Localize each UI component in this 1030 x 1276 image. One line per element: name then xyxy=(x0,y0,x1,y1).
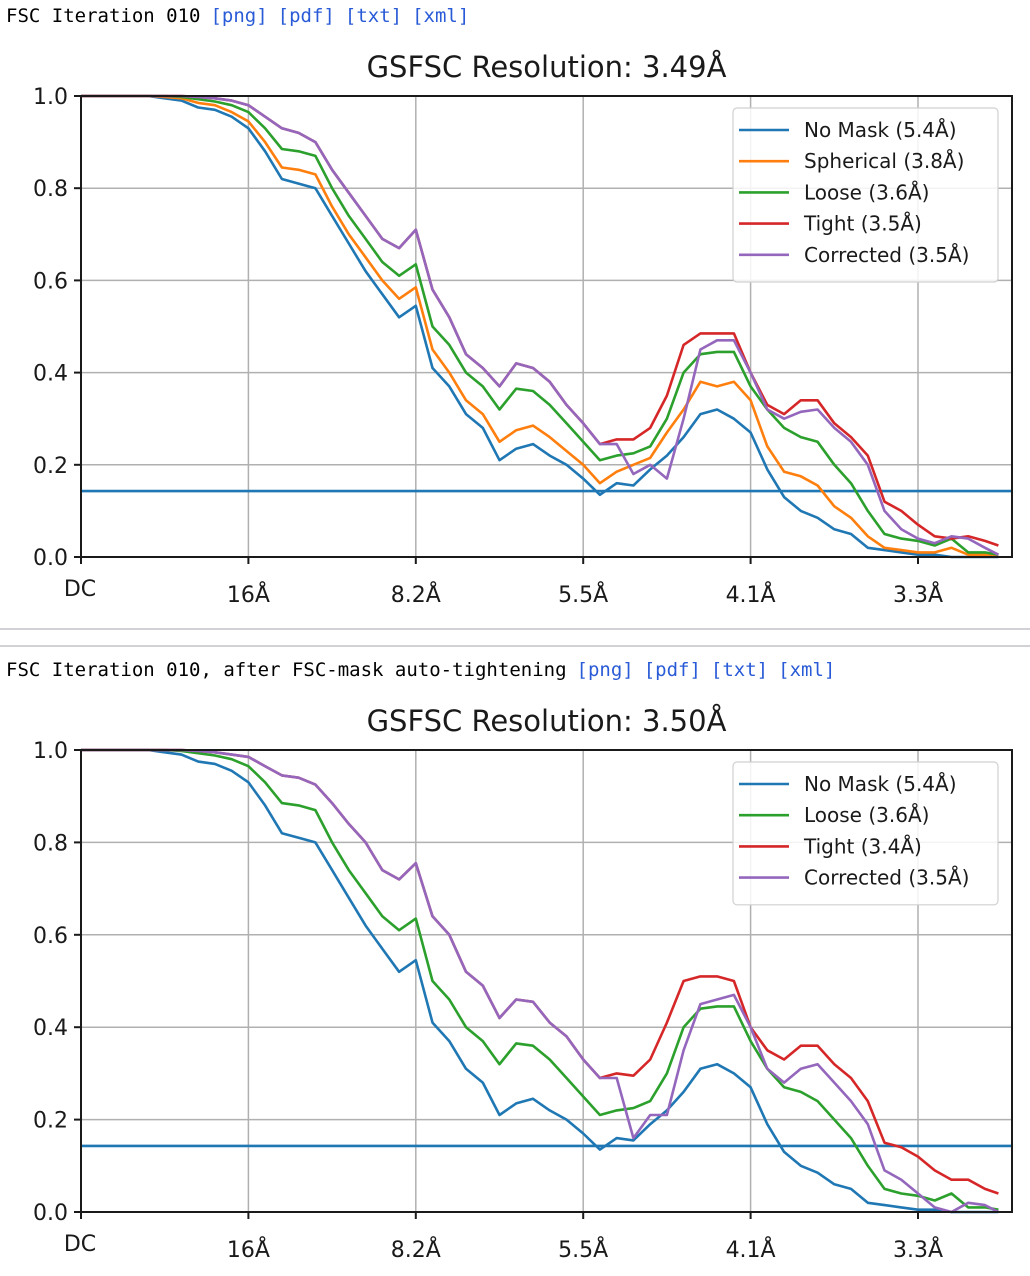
x-tick-label: DC xyxy=(64,1232,96,1257)
x-tick-label: 16Å xyxy=(227,1236,270,1263)
fsc-chart-1: GSFSC Resolution: 3.49Å 0.0 0.2 0.4 0.6 0.8 1.… xyxy=(33,50,1013,608)
pdf-link-2[interactable]: [pdf] xyxy=(643,659,701,681)
x-tick-label: 16Å xyxy=(227,581,270,608)
divider xyxy=(0,645,1030,647)
x-tick-label: 5.5Å xyxy=(558,1236,608,1263)
legend-label: Spherical (3.8Å) xyxy=(804,149,964,173)
series-line-no xyxy=(81,94,999,559)
legend-label: Corrected (3.5Å) xyxy=(804,866,969,890)
y-tick-label: 1.0 xyxy=(33,739,68,764)
series-line-corrected xyxy=(81,748,999,1214)
png-link-1[interactable]: [png] xyxy=(210,5,268,27)
series-line-loose xyxy=(81,94,999,556)
x-tick-label: 5.5Å xyxy=(558,581,608,608)
legend xyxy=(732,107,999,283)
section-header-2: FSC Iteration 010, after FSC-mask auto-t… xyxy=(6,659,835,681)
y-tick-label: 0.6 xyxy=(33,269,68,294)
y-tick-label: 0.8 xyxy=(33,177,68,202)
legend xyxy=(732,761,999,906)
legend-label: Tight (3.5Å) xyxy=(803,212,922,236)
y-tick-label: 0.2 xyxy=(33,454,68,479)
series-line-loose xyxy=(81,748,999,1211)
legend-label: Corrected (3.5Å) xyxy=(804,243,969,267)
x-tick-label: 3.3Å xyxy=(893,1236,943,1263)
x-tick-label: DC xyxy=(64,577,96,602)
divider xyxy=(0,628,1030,630)
series-line-no xyxy=(81,748,999,1214)
series-line-spherical xyxy=(81,94,999,557)
legend-label: Loose (3.6Å) xyxy=(804,180,929,204)
section-title-1: FSC Iteration 010 xyxy=(6,5,201,27)
y-tick-label: 0.4 xyxy=(33,362,68,387)
png-link-2[interactable]: [png] xyxy=(576,659,634,681)
x-tick-label: 4.1Å xyxy=(726,1236,776,1263)
y-tick-label: 1.0 xyxy=(33,85,68,110)
y-tick-label: 0.6 xyxy=(33,924,68,949)
legend-label: Tight (3.4Å) xyxy=(803,834,922,858)
fsc-chart-2: GSFSC Resolution: 3.50Å 0.0 0.2 0.4 0.6 0.8 1.… xyxy=(33,704,1013,1263)
x-tick-label: 4.1Å xyxy=(726,581,776,608)
section-title-2: FSC Iteration 010, after FSC-mask auto-t… xyxy=(6,659,567,681)
pdf-link-1[interactable]: [pdf] xyxy=(277,5,335,27)
txt-link-1[interactable]: [txt] xyxy=(344,5,403,27)
series-line-corrected xyxy=(81,94,999,556)
legend-label: No Mask (5.4Å) xyxy=(804,772,957,796)
legend-label: No Mask (5.4Å) xyxy=(804,118,957,142)
section-header-1: FSC Iteration 010 [png] [pdf] [txt] [xml] xyxy=(6,5,469,27)
plot-frame xyxy=(80,95,1013,558)
y-tick-label: 0.0 xyxy=(33,1201,68,1226)
y-tick-label: 0.0 xyxy=(33,546,68,571)
xml-link-2[interactable]: [xml] xyxy=(778,659,836,681)
plot-frame xyxy=(80,749,1013,1213)
x-tick-label: 8.2Å xyxy=(391,1236,441,1263)
xml-link-1[interactable]: [xml] xyxy=(412,5,470,27)
legend-label: Loose (3.6Å) xyxy=(804,803,929,827)
y-tick-label: 0.4 xyxy=(33,1016,68,1041)
chart-title: GSFSC Resolution: 3.49Å xyxy=(367,50,727,84)
y-tick-label: 0.2 xyxy=(33,1109,68,1134)
txt-link-2[interactable]: [txt] xyxy=(710,659,769,681)
x-tick-label: 3.3Å xyxy=(893,581,943,608)
x-tick-label: 8.2Å xyxy=(391,581,441,608)
chart-title: GSFSC Resolution: 3.50Å xyxy=(367,704,727,738)
y-tick-label: 0.8 xyxy=(33,831,68,856)
